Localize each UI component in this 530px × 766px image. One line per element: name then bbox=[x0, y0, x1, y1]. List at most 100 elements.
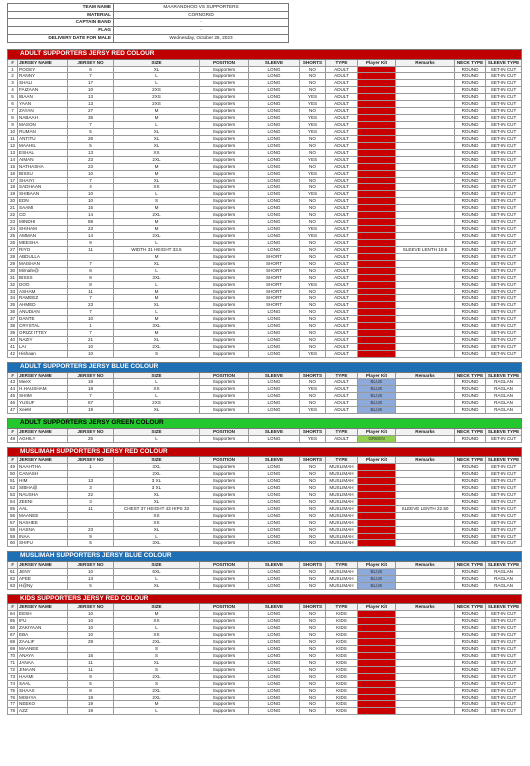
table-cell: M bbox=[113, 287, 200, 296]
table-cell: ROUND bbox=[454, 343, 486, 351]
table-cell: NO bbox=[299, 504, 326, 513]
table-cell: KIDS bbox=[325, 651, 358, 660]
table-cell: 1 bbox=[7, 65, 18, 74]
table-cell: RED bbox=[357, 511, 396, 520]
table-cell: RED bbox=[357, 463, 396, 472]
table-cell: AMMAN bbox=[17, 232, 68, 240]
table-cell: SET-IN CUT bbox=[484, 190, 523, 199]
table-cell: ROUND bbox=[454, 211, 486, 220]
table-cell: SHORT bbox=[248, 252, 300, 261]
table-cell: 39 bbox=[7, 329, 18, 338]
table-cell: ANUDIAN bbox=[17, 308, 68, 317]
info-label: CAPTAIN BAND bbox=[7, 18, 114, 28]
table-cell: M bbox=[113, 252, 200, 261]
table-cell: RED bbox=[357, 225, 396, 234]
table-cell: 3XL bbox=[113, 463, 200, 472]
table-cell: 51 bbox=[7, 477, 18, 485]
table-cell: RED bbox=[357, 183, 396, 192]
table-cell: ABDULLA bbox=[17, 252, 68, 261]
table-cell: ADULT bbox=[325, 434, 358, 443]
table-row: 15 NATHASHA 23 M Supporters LONG NO ADULT RED ROU… bbox=[7, 162, 523, 171]
table-cell: MUSLIMAH bbox=[325, 511, 358, 520]
table-cell bbox=[395, 86, 455, 95]
table-cell: Hishaan bbox=[17, 349, 68, 358]
table-row: 57 NASHEE XS Supporters LONG NO MUSLIMAH RED ROU… bbox=[7, 518, 523, 527]
table-cell: ZEENI bbox=[17, 497, 68, 506]
table-cell: Supporters bbox=[199, 141, 249, 150]
table-cell: LONG bbox=[248, 679, 300, 688]
table-cell: L bbox=[113, 72, 200, 81]
table-cell: ROUND bbox=[454, 470, 486, 478]
table-cell: ROUND bbox=[454, 610, 486, 619]
table-cell: XS bbox=[113, 617, 200, 626]
table-cell: NEEKO bbox=[17, 700, 68, 709]
table-cell: SHIFU bbox=[17, 539, 68, 548]
column-header: # bbox=[7, 560, 18, 569]
table-cell: ADULT bbox=[325, 406, 358, 415]
table-cell: ROUND bbox=[454, 183, 486, 192]
table-cell: ROUND bbox=[454, 218, 486, 227]
table-cell: 22 bbox=[7, 211, 18, 220]
table-cell: RED bbox=[357, 638, 396, 646]
table-cell: RED bbox=[357, 617, 396, 626]
table-cell: ROUND bbox=[454, 672, 486, 681]
table-cell: NO bbox=[299, 581, 326, 590]
table-cell: NO bbox=[299, 204, 326, 213]
table-cell: LONG bbox=[248, 470, 300, 478]
table-cell: HASNA bbox=[17, 525, 68, 534]
table-cell: 72 bbox=[7, 665, 18, 674]
table-cell: LONG bbox=[248, 134, 300, 143]
info-row: MATERIAL CORNGRID bbox=[7, 10, 289, 20]
info-value: MAARANDHOO VS SUPPORTERS bbox=[113, 3, 289, 12]
table-cell: GRIZZ ITTEY bbox=[17, 329, 68, 338]
table-cell: 3XL bbox=[113, 322, 200, 331]
table-cell: SET-IN CUT bbox=[484, 141, 523, 150]
table-cell bbox=[395, 183, 455, 192]
table-cell: Supporters bbox=[199, 707, 249, 716]
section-title: ADULT SUPPORTERS JERSY BLUE COLOUR bbox=[6, 361, 523, 373]
table-cell: BLUE bbox=[357, 567, 396, 576]
table-cell: 8 bbox=[67, 686, 114, 695]
table-cell: ROUND bbox=[454, 329, 486, 338]
table-cell: RED bbox=[357, 79, 396, 88]
table-cell: AAL bbox=[17, 504, 68, 513]
table-cell: YES bbox=[299, 121, 326, 129]
table-cell: NO bbox=[299, 238, 326, 247]
table-cell: LONG bbox=[248, 658, 300, 667]
table-cell: 7 bbox=[67, 392, 114, 401]
table-cell: 19 bbox=[67, 406, 114, 415]
table-cell: SET-IN CUT bbox=[484, 86, 523, 95]
info-row: TEAM NAME MAARANDHOO VS SUPPORTERS bbox=[7, 3, 289, 12]
table-cell: ADULT bbox=[325, 294, 358, 303]
table-cell: 16 bbox=[67, 651, 114, 660]
table-cell: Supporters bbox=[199, 134, 249, 143]
table-cell: Supporters bbox=[199, 504, 249, 513]
table-cell: 10 bbox=[67, 169, 114, 178]
table-cell: SET-IN CUT bbox=[484, 497, 523, 506]
table-cell: L bbox=[113, 574, 200, 583]
table-cell: SET-IN CUT bbox=[484, 176, 523, 185]
table-cell: RED bbox=[357, 707, 396, 716]
table-cell: RED bbox=[357, 651, 396, 660]
table-cell: ROUND bbox=[454, 378, 486, 387]
table-cell: EESH bbox=[17, 610, 68, 619]
table-row: 69 MAANEE S Supporters LONG NO KIDS RED ROUND SET… bbox=[7, 644, 523, 653]
column-header: JERSEY NAME bbox=[17, 427, 68, 436]
table-cell: MISHYA bbox=[17, 693, 68, 702]
info-label: MATERIAL bbox=[7, 10, 114, 20]
table-cell: Supporters bbox=[199, 378, 249, 387]
table-cell bbox=[395, 651, 455, 660]
table-cell: BLUE bbox=[357, 399, 396, 408]
table-cell: ROUND bbox=[454, 79, 486, 88]
table-row: 35 AHMED 23 XL Supporters SHORT NO ADULT RED ROUN… bbox=[7, 301, 523, 310]
table-cell: Supporters bbox=[199, 176, 249, 185]
table-cell: LONG bbox=[248, 434, 300, 443]
table-cell: NO bbox=[299, 392, 326, 401]
table-cell: SLEEVE LENTH 10.5 bbox=[395, 245, 455, 254]
table-cell: LONG bbox=[248, 378, 300, 387]
table-cell: 3 bbox=[67, 497, 114, 506]
table-cell: EDN bbox=[17, 197, 68, 206]
table-cell: NO bbox=[299, 197, 326, 206]
table-cell: KIDS bbox=[325, 686, 358, 695]
table-cell: M bbox=[113, 204, 200, 213]
